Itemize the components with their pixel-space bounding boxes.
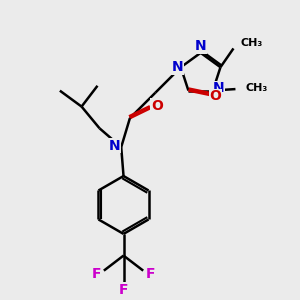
Text: CH₃: CH₃ <box>241 38 263 48</box>
Text: N: N <box>213 81 224 95</box>
Text: N: N <box>109 139 121 153</box>
Text: N: N <box>195 40 206 53</box>
Text: N: N <box>172 60 183 74</box>
Text: F: F <box>119 283 128 297</box>
Text: O: O <box>151 99 163 113</box>
Text: F: F <box>92 267 101 281</box>
Text: CH₃: CH₃ <box>246 82 268 93</box>
Text: F: F <box>146 267 155 281</box>
Text: O: O <box>210 89 221 103</box>
